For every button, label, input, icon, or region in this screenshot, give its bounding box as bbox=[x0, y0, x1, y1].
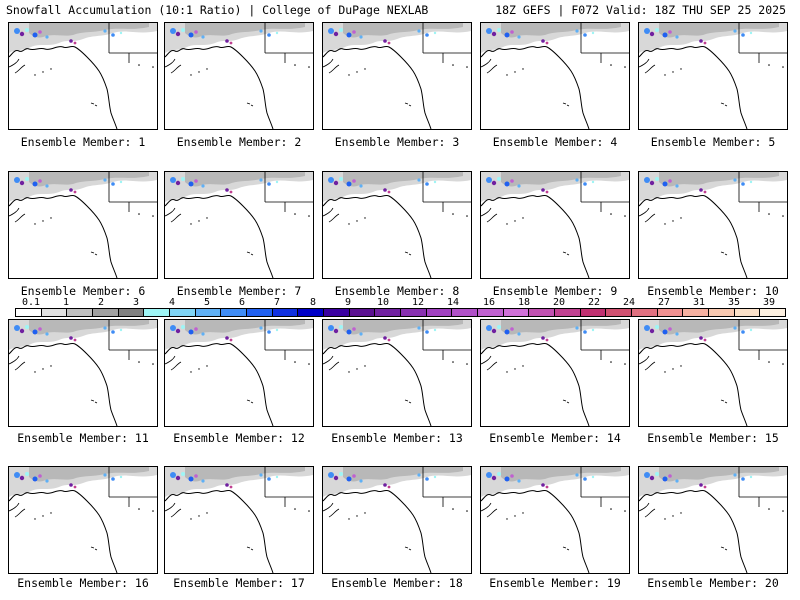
ensemble-member-label: Ensemble Member: 9 bbox=[492, 284, 618, 298]
colorbar-tick-label: 2 bbox=[97, 297, 105, 308]
colorbar-tick-label: 31 bbox=[692, 297, 706, 308]
colorbar-tick-label: 9 bbox=[344, 297, 352, 308]
colorbar-tick-label: 0.1 bbox=[21, 297, 41, 308]
colorbar-tick-label: 3 bbox=[132, 297, 140, 308]
colorbar-cell bbox=[41, 309, 68, 316]
colorbar-cell bbox=[709, 309, 735, 316]
ensemble-member-label: Ensemble Member: 8 bbox=[334, 284, 460, 298]
colorbar-tick-label: 5 bbox=[203, 297, 211, 308]
colorbar-cell bbox=[272, 309, 299, 316]
colorbar-tick-label: 39 bbox=[762, 297, 776, 308]
chart-title: Snowfall Accumulation (10:1 Ratio) | Col… bbox=[6, 3, 429, 17]
colorbar-cell bbox=[195, 309, 222, 316]
ensemble-map-panel bbox=[164, 466, 314, 574]
ensemble-member-label: Ensemble Member: 19 bbox=[489, 576, 621, 590]
ensemble-member-label: Ensemble Member: 10 bbox=[647, 284, 779, 298]
ensemble-member-label: Ensemble Member: 11 bbox=[17, 431, 149, 445]
ensemble-map-panel bbox=[322, 319, 472, 427]
ensemble-map-panel bbox=[164, 171, 314, 279]
ensemble-member-label: Ensemble Member: 2 bbox=[176, 135, 302, 149]
ensemble-map-panel bbox=[322, 171, 472, 279]
ensemble-map-panel bbox=[638, 466, 788, 574]
colorbar-tick-label: 12 bbox=[411, 297, 425, 308]
ensemble-member-label: Ensemble Member: 14 bbox=[489, 431, 621, 445]
colorbar-cell bbox=[452, 309, 479, 316]
colorbar-cell bbox=[67, 309, 94, 316]
colorbar-cell bbox=[170, 309, 196, 316]
ensemble-member-label: Ensemble Member: 17 bbox=[173, 576, 305, 590]
colorbar bbox=[15, 308, 786, 317]
colorbar-tick-label: 10 bbox=[376, 297, 390, 308]
colorbar-cell bbox=[734, 309, 761, 316]
ensemble-member-label: Ensemble Member: 5 bbox=[650, 135, 776, 149]
colorbar-cell bbox=[580, 309, 607, 316]
colorbar-cell bbox=[298, 309, 325, 316]
valid-time: 18Z GEFS | F072 Valid: 18Z THU SEP 25 20… bbox=[495, 3, 786, 17]
colorbar-cell bbox=[555, 309, 581, 316]
ensemble-map-panel bbox=[638, 22, 788, 130]
ensemble-member-label: Ensemble Member: 13 bbox=[331, 431, 463, 445]
colorbar-cell bbox=[683, 309, 710, 316]
colorbar-cell bbox=[118, 309, 145, 316]
ensemble-map-panel bbox=[164, 22, 314, 130]
colorbar-cell bbox=[247, 309, 273, 316]
colorbar-tick-label: 22 bbox=[587, 297, 601, 308]
ensemble-map-panel bbox=[322, 466, 472, 574]
ensemble-member-label: Ensemble Member: 7 bbox=[176, 284, 302, 298]
ensemble-member-label: Ensemble Member: 1 bbox=[20, 135, 146, 149]
colorbar-tick-label: 16 bbox=[482, 297, 496, 308]
colorbar-cell bbox=[401, 309, 427, 316]
colorbar-cell bbox=[144, 309, 171, 316]
ensemble-member-label: Ensemble Member: 18 bbox=[331, 576, 463, 590]
ensemble-member-label: Ensemble Member: 6 bbox=[20, 284, 146, 298]
colorbar-tick-label: 14 bbox=[446, 297, 460, 308]
colorbar-tick-label: 27 bbox=[657, 297, 671, 308]
ensemble-map-panel bbox=[638, 171, 788, 279]
colorbar-cell bbox=[657, 309, 684, 316]
ensemble-map-panel bbox=[322, 22, 472, 130]
ensemble-member-label: Ensemble Member: 15 bbox=[647, 431, 779, 445]
colorbar-cell bbox=[324, 309, 350, 316]
ensemble-map-panel bbox=[8, 22, 158, 130]
ensemble-member-label: Ensemble Member: 20 bbox=[647, 576, 779, 590]
ensemble-member-label: Ensemble Member: 3 bbox=[334, 135, 460, 149]
colorbar-cell bbox=[606, 309, 633, 316]
colorbar-cell bbox=[426, 309, 453, 316]
colorbar-tick-label: 18 bbox=[517, 297, 531, 308]
colorbar-cell bbox=[632, 309, 658, 316]
colorbar-cell bbox=[16, 309, 42, 316]
colorbar-cell bbox=[93, 309, 119, 316]
colorbar-tick-label: 8 bbox=[309, 297, 317, 308]
colorbar-cell bbox=[349, 309, 376, 316]
ensemble-map-panel bbox=[480, 171, 630, 279]
colorbar-cell bbox=[221, 309, 248, 316]
colorbar-cell bbox=[529, 309, 556, 316]
colorbar-cell bbox=[375, 309, 402, 316]
colorbar-tick-label: 24 bbox=[622, 297, 636, 308]
colorbar-tick-label: 6 bbox=[238, 297, 246, 308]
colorbar-tick-label: 4 bbox=[168, 297, 176, 308]
colorbar-cell bbox=[478, 309, 504, 316]
colorbar-tick-label: 35 bbox=[727, 297, 741, 308]
ensemble-map-panel bbox=[8, 319, 158, 427]
colorbar-cell bbox=[760, 309, 786, 316]
ensemble-map-panel bbox=[480, 466, 630, 574]
colorbar-tick-label: 20 bbox=[552, 297, 566, 308]
ensemble-map-panel bbox=[8, 466, 158, 574]
ensemble-map-panel bbox=[638, 319, 788, 427]
ensemble-map-panel bbox=[8, 171, 158, 279]
ensemble-map-panel bbox=[480, 22, 630, 130]
ensemble-map-panel bbox=[164, 319, 314, 427]
ensemble-member-label: Ensemble Member: 4 bbox=[492, 135, 618, 149]
ensemble-member-label: Ensemble Member: 16 bbox=[17, 576, 149, 590]
colorbar-tick-label: 7 bbox=[273, 297, 281, 308]
colorbar-cell bbox=[503, 309, 530, 316]
ensemble-map-panel bbox=[480, 319, 630, 427]
ensemble-member-label: Ensemble Member: 12 bbox=[173, 431, 305, 445]
colorbar-tick-label: 1 bbox=[62, 297, 70, 308]
